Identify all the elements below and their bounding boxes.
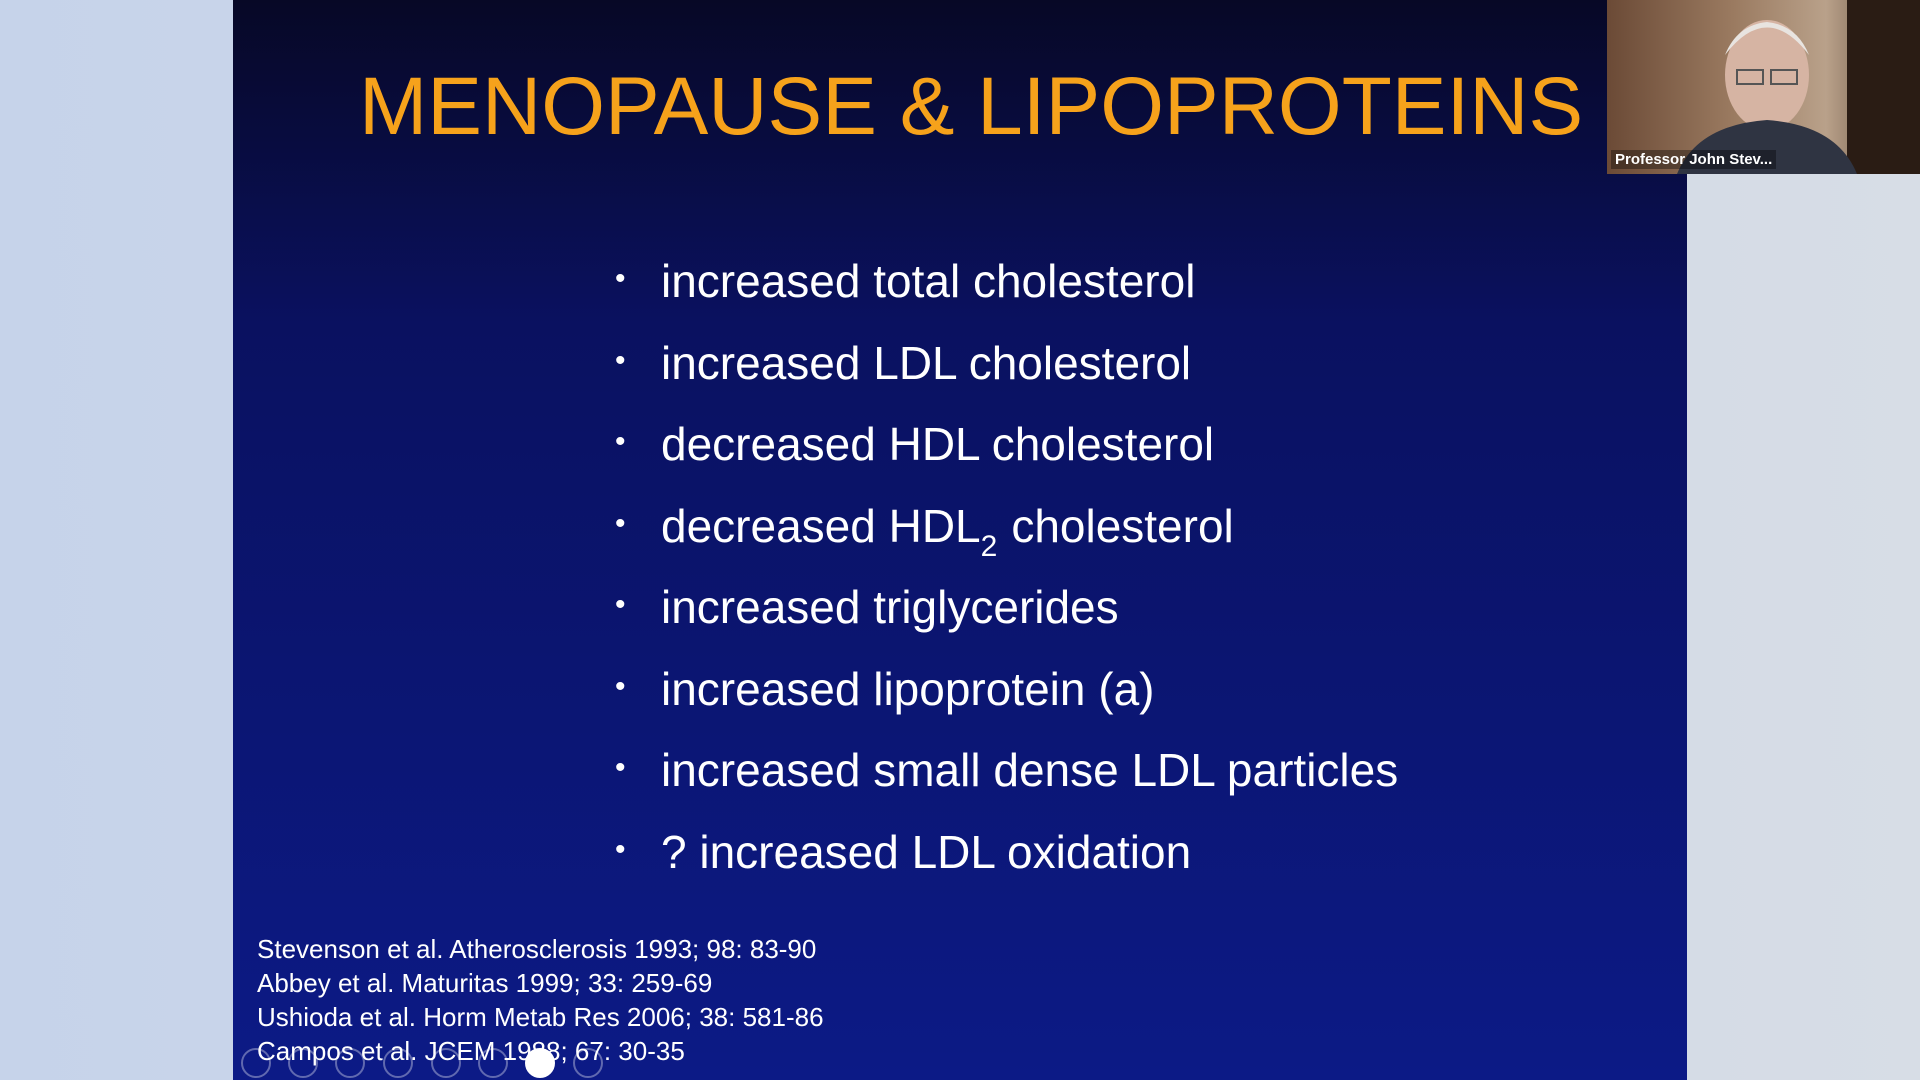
participant-name: Professor John Stev... — [1611, 150, 1777, 169]
slide: MENOPAUSE & LIPOPROTEINS • increased tota… — [233, 0, 1687, 1080]
toolbar-button[interactable] — [335, 1048, 365, 1078]
reference: Ushioda et al. Horm Metab Res 2006; 38: … — [257, 1002, 824, 1032]
toolbar-button[interactable] — [241, 1048, 271, 1078]
bullet-text: ? increased LDL oxidation — [661, 825, 1192, 878]
bullet-text: increased small dense LDL particles — [661, 744, 1399, 796]
bullet-text: cholesterol — [1011, 499, 1234, 552]
bullet-dot: • — [615, 669, 626, 703]
bullet-text-line: increased LDL cholesterol — [661, 340, 1191, 386]
bullet-dot: • — [615, 506, 626, 540]
bullet-dot: • — [615, 588, 626, 621]
toolbar-button[interactable] — [525, 1048, 555, 1078]
bullet-dot: • — [615, 425, 626, 458]
reference: Abbey et al. Maturitas 1999; 33: 259-69 — [257, 968, 713, 998]
bullet-dot: • — [615, 343, 626, 377]
bullet-text: increased total cholesterol — [661, 255, 1196, 307]
toolbar-button[interactable] — [383, 1048, 413, 1078]
bullet-text-line: increased triglycerides — [661, 584, 1119, 630]
toolbar-button[interactable] — [573, 1048, 603, 1078]
bullet-text: increased lipoprotein (a) — [661, 662, 1155, 715]
webcam-tile[interactable]: Professor John Stev... — [1607, 0, 1920, 174]
toolbar-button[interactable] — [288, 1048, 318, 1078]
bullet-text: increased triglycerides — [661, 581, 1119, 633]
bullet-text: decreased HDL cholesterol — [661, 418, 1215, 470]
bullet-text-line: decreased HDL2 cholesterol — [661, 503, 1234, 562]
bullet-text: decreased HDL — [661, 499, 981, 552]
bullet-text-line: increased total cholesterol — [661, 258, 1195, 304]
bullet-text-line: ? increased LDL oxidation — [661, 829, 1191, 875]
bullet-dot: • — [615, 751, 626, 784]
reference: Campos et al. JCEM 1988; 67: 30-35 — [257, 1036, 685, 1066]
toolbar-button[interactable] — [478, 1048, 508, 1078]
bullet-text-line: increased lipoprotein (a) — [661, 666, 1155, 712]
bullet-text-line: increased small dense LDL particles — [661, 747, 1398, 793]
bullet-dot: • — [615, 262, 626, 295]
slide-title: MENOPAUSE & LIPOPROTEINS — [359, 61, 1584, 152]
reference: Stevenson et al. Atherosclerosis 1993; 9… — [257, 934, 817, 964]
bullet-text: increased LDL cholesterol — [661, 336, 1192, 389]
subscript: 2 — [980, 529, 998, 563]
toolbar-button[interactable] — [431, 1048, 461, 1078]
bullet-dot: • — [615, 832, 626, 866]
bullet-text-line: decreased HDL cholesterol — [661, 421, 1214, 467]
webcam-video — [1677, 0, 1920, 174]
